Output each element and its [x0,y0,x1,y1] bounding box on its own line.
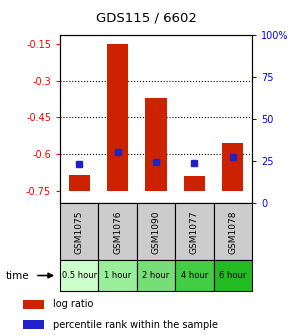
Text: 0.5 hour: 0.5 hour [62,271,97,280]
Text: GSM1075: GSM1075 [75,210,84,254]
Bar [175,260,214,291]
Text: 4 hour: 4 hour [181,271,208,280]
Text: 6 hour: 6 hour [219,271,246,280]
Bar [184,176,205,191]
Bar [107,44,128,191]
Text: time: time [6,270,30,281]
Bar [60,203,98,260]
Bar [222,143,243,191]
Text: 1 hour: 1 hour [104,271,131,280]
Text: GSM1090: GSM1090 [151,210,161,254]
Text: percentile rank within the sample: percentile rank within the sample [53,320,218,330]
Bar [23,300,44,309]
Bar [69,175,90,191]
Bar [214,260,252,291]
Bar [214,203,252,260]
Text: GSM1078: GSM1078 [228,210,237,254]
Text: GDS115 / 6602: GDS115 / 6602 [96,12,197,25]
Text: log ratio: log ratio [53,299,93,309]
Bar [137,203,175,260]
Bar [98,260,137,291]
Bar [98,203,137,260]
Text: GSM1077: GSM1077 [190,210,199,254]
Text: GSM1076: GSM1076 [113,210,122,254]
Bar [23,320,44,329]
Bar [60,260,98,291]
Bar [145,98,167,191]
Bar [137,260,175,291]
Bar [175,203,214,260]
Text: 2 hour: 2 hour [142,271,170,280]
